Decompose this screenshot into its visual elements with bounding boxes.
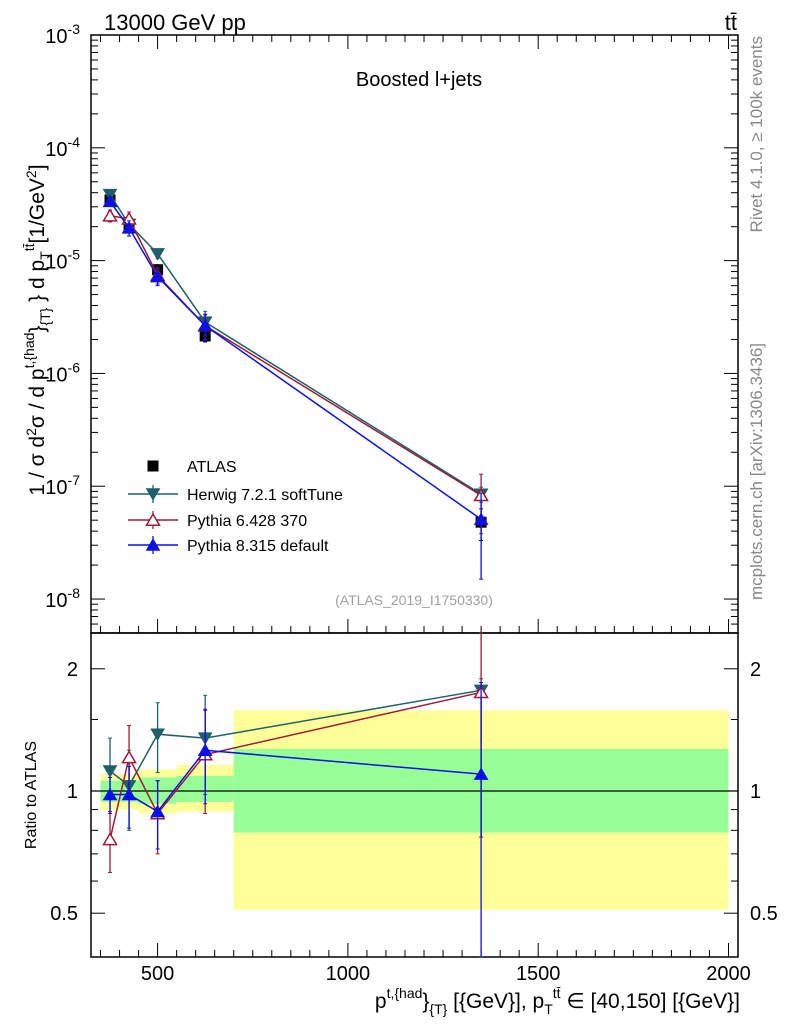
data-point xyxy=(150,269,165,283)
legend-label: Herwig 7.2.1 softTune xyxy=(187,487,343,504)
y-tick-label: 10-7 xyxy=(45,472,80,499)
legend-entry-herwig: Herwig 7.2.1 softTune xyxy=(128,485,343,504)
data-point xyxy=(197,318,213,332)
ratio-y-tick-label: 0.5 xyxy=(50,903,78,925)
data-point xyxy=(197,743,213,756)
y-tick-label: 10-3 xyxy=(45,21,80,48)
svg-text:pt,{had}{T} [{GeV}], pTtt̄ ∈ [: pt,{had}{T} [{GeV}], pTtt̄ ∈ [40,150] [{… xyxy=(375,985,740,1017)
data-point xyxy=(150,728,165,742)
ratio-series-pythia8 xyxy=(102,682,489,958)
y-tick-label: 10-6 xyxy=(45,359,80,386)
data-point xyxy=(147,460,159,472)
ratio-y-tick-label: 2 xyxy=(67,659,78,681)
data-point xyxy=(121,750,137,764)
ratio-y-axis-label: Ratio to ATLAS xyxy=(23,741,40,849)
data-point xyxy=(102,765,118,778)
data-point xyxy=(121,787,137,801)
legend-label: ATLAS xyxy=(187,459,237,476)
legend-label: Pythia 6.428 370 xyxy=(187,513,307,530)
main-panel: 10-8 10-7 10-6 10-5 10-4 10-3 xyxy=(45,21,739,957)
legend-entry-pythia6: Pythia 6.428 370 xyxy=(128,511,307,530)
mcplots-label: mcplots.cern.ch [arXiv:1306.3436] xyxy=(747,343,766,600)
ratio-y-tick-label-right: 0.5 xyxy=(750,903,778,925)
plot-title: Boosted l+jets xyxy=(356,69,482,91)
analysis-tag: (ATLAS_2019_I1750330) xyxy=(335,592,493,608)
x-tick-label: 2000 xyxy=(706,963,751,985)
y-tick-label: 10-5 xyxy=(45,247,80,274)
data-point xyxy=(102,208,118,222)
legend-label: Pythia 8.315 default xyxy=(187,538,329,555)
x-tick-label: 1500 xyxy=(516,963,561,985)
x-tick-label: 500 xyxy=(141,963,174,985)
ratio-y-tick-label: 1 xyxy=(67,781,78,803)
legend-entry-pythia8: Pythia 8.315 default xyxy=(128,536,329,555)
rivet-version-label: Rivet 4.1.0, ≥ 100k events xyxy=(747,36,766,232)
data-point xyxy=(102,787,118,801)
process-label: tt̄ xyxy=(725,10,737,35)
series-herwig xyxy=(102,188,489,503)
x-tick-label: 1000 xyxy=(326,963,371,985)
ratio-panel: 500 1000 1500 2000 0.5 0.5 1 1 2 2 xyxy=(50,632,778,985)
data-point xyxy=(473,767,489,780)
energy-label: 13000 GeV pp xyxy=(104,10,246,35)
x-axis-label: pt,{had}{T} [{GeV}], pTtt̄ ∈ [40,150] [{… xyxy=(375,985,740,1017)
data-point xyxy=(145,538,161,551)
data-point xyxy=(473,512,489,525)
data-point xyxy=(121,221,137,234)
series-line xyxy=(109,200,482,520)
ratio-frame xyxy=(90,632,739,958)
legend-entry-atlas: ATLAS xyxy=(147,459,237,476)
data-point xyxy=(145,512,161,526)
series-pythia8 xyxy=(102,194,489,580)
y-tick-label: 10-8 xyxy=(45,585,80,612)
data-point xyxy=(150,804,165,818)
data-point xyxy=(102,832,118,846)
y-tick-label: 10-4 xyxy=(45,134,80,161)
data-point xyxy=(102,194,118,208)
svg-text:1 / σ d2σ / d pt,{had}{T} } d: 1 / σ d2σ / d pt,{had}{T} } d pTtt̄[1/Ge… xyxy=(21,164,53,495)
series-line xyxy=(109,194,482,495)
series-line xyxy=(109,214,482,497)
data-point xyxy=(150,248,165,261)
data-point xyxy=(145,488,161,501)
legend: ATLAS Herwig 7.2.1 softTune Pythia 6.428 3… xyxy=(128,459,343,555)
ratio-y-tick-label-right: 2 xyxy=(750,659,761,681)
main-y-axis-label: 1 / σ d2σ / d pt,{had}{T} } d pTtt̄[1/Ge… xyxy=(21,164,53,495)
ratio-y-tick-label-right: 1 xyxy=(750,781,761,803)
